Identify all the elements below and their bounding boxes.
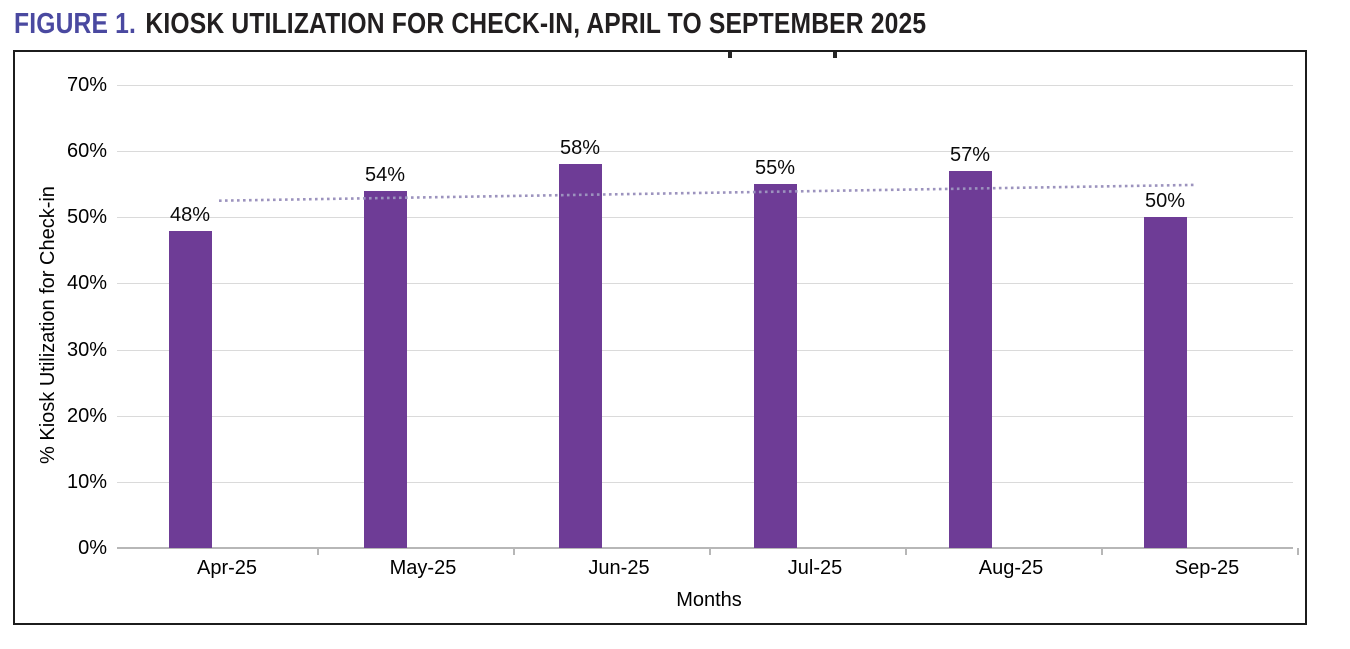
bar-value-label: 58% (559, 137, 601, 160)
bar-value-label: 48% (169, 203, 211, 226)
x-tick-label: May-25 (389, 557, 457, 579)
x-tick-mark (709, 548, 711, 555)
clipped-title-descender (833, 52, 837, 58)
gridline-40 (117, 283, 1293, 285)
gridline-70 (117, 84, 1293, 86)
chart-frame: % Kiosk Utilization for Check-in Months … (13, 50, 1307, 625)
bar-value-label: 54% (364, 163, 406, 186)
bar-sep-25 (1143, 217, 1187, 548)
y-tick-label: 60% (66, 140, 107, 163)
y-axis-title: % Kiosk Utilization for Check-in (37, 186, 59, 464)
x-tick-mark (1297, 548, 1299, 555)
gridline-10 (117, 481, 1293, 483)
bar-value-label: 50% (1144, 190, 1186, 213)
x-tick-mark (1101, 548, 1103, 555)
y-tick-label: 0% (78, 537, 107, 559)
figure-title: FIGURE 1. KIOSK UTILIZATION FOR CHECK-IN,… (14, 6, 926, 42)
bar-aug-25 (948, 170, 992, 548)
gridline-60 (117, 151, 1293, 153)
y-tick-label: 20% (66, 404, 107, 427)
x-tick-mark (513, 548, 515, 555)
figure-title-text: KIOSK UTILIZATION FOR CHECK-IN, APRIL TO… (145, 8, 927, 40)
x-tick-label: Aug-25 (978, 557, 1044, 579)
bar-jun-25 (558, 164, 602, 548)
bar-may-25 (363, 190, 407, 548)
clipped-title-descender (728, 52, 732, 58)
y-tick-label: 30% (66, 338, 107, 361)
x-tick-label: Jun-25 (588, 557, 650, 579)
x-tick-label: Sep-25 (1174, 557, 1240, 579)
gridline-30 (117, 349, 1293, 351)
bar-apr-25 (168, 230, 212, 548)
gridline-0 (117, 547, 1293, 549)
bar-value-label: 57% (949, 143, 991, 166)
plot-area: % Kiosk Utilization for Check-in Months … (15, 52, 1305, 623)
gridline-50 (117, 217, 1293, 219)
y-tick-label: 70% (66, 73, 107, 96)
bar-jul-25 (753, 184, 797, 548)
y-tick-label: 50% (66, 206, 107, 229)
y-tick-label: 40% (66, 272, 107, 295)
x-tick-label: Apr-25 (196, 557, 258, 579)
gridline-20 (117, 415, 1293, 417)
x-axis-title: Months (676, 589, 742, 611)
x-tick-mark (317, 548, 319, 555)
bar-value-label: 55% (754, 157, 796, 180)
figure-label: FIGURE 1. (14, 8, 137, 40)
x-tick-label: Jul-25 (787, 557, 843, 579)
x-tick-mark (905, 548, 907, 555)
y-tick-label: 10% (66, 470, 107, 493)
